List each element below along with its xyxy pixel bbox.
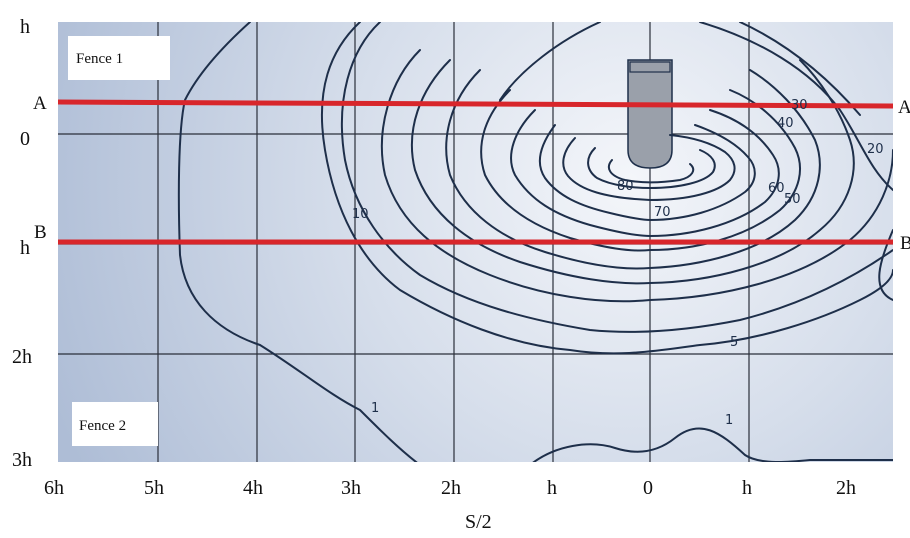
contour-upper [739,22,861,116]
peak-zone-cap [629,61,671,73]
y-tick-label: 0 [20,128,30,150]
contour-60 [510,109,780,237]
contour-1 [177,22,418,462]
x-tick-label: 4h [243,477,263,499]
section-b-left-label: B [34,222,47,243]
contour-label-70: 70 [654,205,671,220]
contour-label-40: 40 [777,116,794,131]
contour-upper [499,22,601,101]
contour-40 [445,69,821,270]
x-tick-label: 6h [44,477,64,499]
contour-5 [320,22,893,355]
contour-label-10: 10 [352,207,369,222]
fence1-box [68,36,170,80]
x-tick-label: h [742,477,752,499]
section-b-right-label: B [900,233,910,254]
contour-80 [562,134,736,201]
fence2-label: Fence 2 [79,418,126,434]
y-tick-label: 2h [12,346,32,368]
contour-label-5: 5 [730,335,738,350]
section-a-left-label: A [33,93,47,114]
y-tick-label: 3h [12,449,32,471]
contour-inner [587,147,716,189]
contour-1-bottom [532,427,893,462]
peak-zone [627,59,673,169]
y-tick-label: h [20,237,30,259]
contour-label-1-bottom: 1 [725,413,733,428]
contour-1-right [878,229,893,301]
section-line-a [58,99,893,109]
x-axis-title: S/2 [465,511,492,533]
contour-70 [538,124,756,221]
contour-label-1-left: 1 [371,401,379,416]
fence1-label: Fence 1 [76,51,123,67]
x-tick-label: 2h [836,477,856,499]
contour-label-60: 60 [768,181,785,196]
contour-upper [699,22,893,191]
contour-50 [480,89,801,252]
section-a-right-label: A [898,97,910,118]
y-tick-label: h [20,16,30,38]
contour-label-30: 30 [791,98,808,113]
x-tick-label: 3h [341,477,361,499]
x-tick-label: 5h [144,477,164,499]
fence2-box [72,402,158,446]
contour-30 [411,59,855,285]
x-tick-label: h [547,477,557,499]
contour-inner [607,159,695,184]
contour-10 [340,22,893,333]
x-tick-label: 2h [441,477,461,499]
contour-label-80: 80 [617,179,634,194]
x-tick-label: 0 [643,477,653,499]
contour-label-50: 50 [784,192,801,207]
contour-label-20: 20 [867,142,884,157]
